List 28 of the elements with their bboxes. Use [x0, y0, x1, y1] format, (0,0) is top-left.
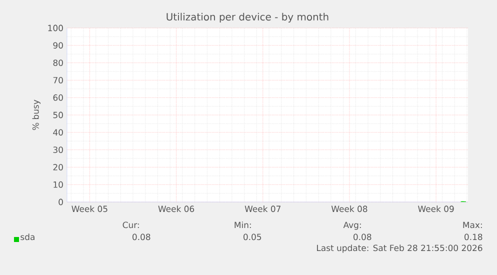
y-tick-label: 90 — [53, 42, 63, 49]
x-tick-label: Week 08 — [331, 206, 368, 212]
text: 0.05 — [244, 234, 262, 240]
x-tick-label: Week 06 — [158, 206, 194, 212]
y-tick-label: 30 — [53, 146, 63, 154]
y-tick-label: 0 — [58, 198, 63, 206]
chart-title: Utilization per device - by month — [166, 12, 328, 23]
text: Last update: Sat Feb 28 21:55:00 2026 — [317, 244, 482, 253]
y-tick-label: 50 — [53, 112, 63, 118]
y-axis-title: % busy — [32, 100, 40, 130]
x-tick-label: Week 09 — [418, 206, 454, 212]
y-tick-label: 100 — [48, 24, 63, 32]
text: 0.08 — [354, 234, 372, 240]
y-tick-label: 20 — [53, 164, 63, 170]
y-tick-label: 70 — [53, 77, 63, 84]
text: 0.08 — [132, 234, 150, 240]
y-tick-label: 60 — [53, 94, 63, 101]
legend-label: sda — [20, 234, 34, 240]
y-tick-label: 40 — [53, 129, 63, 136]
text: Min: — [234, 222, 251, 228]
text: Max: — [463, 222, 482, 228]
text: Avg: — [343, 222, 361, 230]
y-tick-label: 10 — [54, 181, 63, 188]
text: 0.18 — [464, 234, 482, 240]
x-tick-label: Week 05 — [72, 206, 108, 212]
y-tick-label: 80 — [53, 60, 63, 66]
x-tick-label: Week 07 — [244, 206, 280, 212]
text: Cur: — [122, 222, 139, 228]
